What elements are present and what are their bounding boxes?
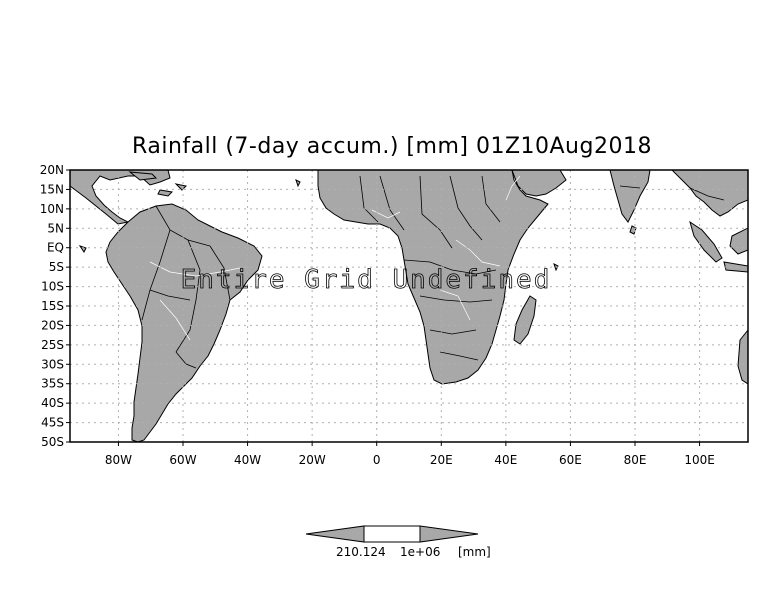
africa-landmass	[317, 170, 549, 385]
india-landmass	[609, 170, 651, 223]
lat-label: 45S	[41, 416, 64, 430]
lat-label: 15S	[41, 299, 64, 313]
australia-landmass	[737, 329, 748, 385]
south-america-landmass	[105, 203, 263, 442]
colorbar-right-triangle	[419, 525, 479, 543]
landmass-layer	[70, 170, 748, 442]
southeast-asia-landmass	[671, 170, 748, 217]
longitude-axis: 80W 60W 40W 20W 0 20E 40E 60E 80E 100E	[105, 442, 715, 467]
lon-label: 60W	[169, 453, 196, 467]
colorbar-left-triangle	[305, 525, 365, 543]
arabia-landmass	[511, 170, 567, 197]
lat-label: 10S	[41, 280, 64, 294]
undefined-grid-notice: Entire Grid Undefined	[181, 265, 552, 295]
colorbar-label-low: 210.124	[336, 545, 386, 559]
lat-label: 15N	[40, 182, 64, 196]
lon-label: 0	[373, 453, 381, 467]
lat-label: 5S	[49, 260, 64, 274]
lat-label: 20S	[41, 318, 64, 332]
rivers	[149, 175, 521, 341]
map-title: Rainfall (7-day accum.) [mm] 01Z10Aug201…	[132, 134, 652, 159]
lon-label: 80W	[105, 453, 132, 467]
lon-label: 60E	[559, 453, 582, 467]
lon-label: 100E	[684, 453, 715, 467]
lat-label: EQ	[47, 241, 64, 255]
country-borders	[141, 175, 725, 369]
colorbar-box	[363, 525, 421, 543]
lat-label: 50S	[41, 435, 64, 449]
lat-label: 25S	[41, 338, 64, 352]
lon-label: 40W	[234, 453, 261, 467]
lat-label: 35S	[41, 377, 64, 391]
colorbar: 210.124 1e+06 [mm]	[305, 525, 491, 559]
lon-label: 40E	[494, 453, 517, 467]
graticule	[70, 170, 748, 442]
lon-label: 20E	[430, 453, 453, 467]
lat-label: 40S	[41, 396, 64, 410]
central-america-landmass	[70, 170, 171, 225]
lat-label: 5N	[47, 221, 64, 235]
madagascar-landmass	[513, 295, 537, 345]
lat-label: 20N	[40, 163, 64, 177]
latitude-axis: 20N 15N 10N 5N EQ 5S 10S 15S 20S 25S 30S 35S 40S 45S 5…	[40, 163, 70, 449]
caribbean-islands	[128, 171, 188, 197]
lon-label: 20W	[299, 453, 326, 467]
colorbar-units: [mm]	[458, 545, 491, 559]
small-islands	[78, 179, 637, 272]
colorbar-label-high: 1e+06	[400, 545, 440, 559]
lat-label: 10N	[40, 202, 64, 216]
lon-label: 80E	[624, 453, 647, 467]
lat-label: 30S	[41, 357, 64, 371]
